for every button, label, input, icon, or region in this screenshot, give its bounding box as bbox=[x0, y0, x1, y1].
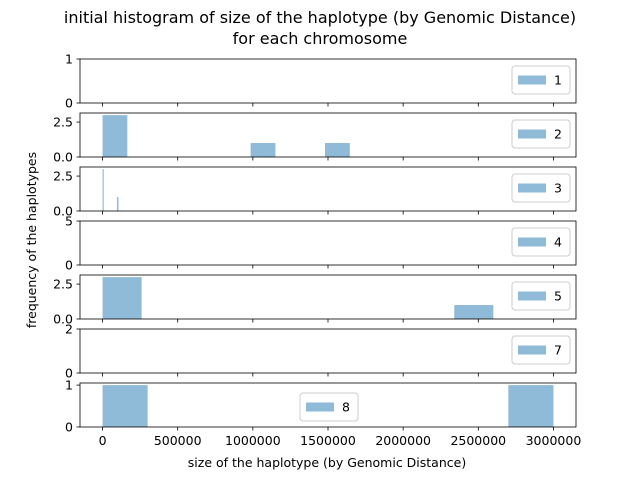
x-tick-label: 1500000 bbox=[300, 433, 356, 448]
y-tick-label: 2.5 bbox=[53, 169, 73, 184]
subplot-2: 0.0 2.5 2 bbox=[53, 112, 577, 165]
histogram-bar bbox=[508, 385, 554, 427]
subplot-5: 0.0 2.5 5 bbox=[53, 274, 577, 327]
x-tick-label: 1000000 bbox=[225, 433, 281, 448]
legend-swatch bbox=[518, 183, 546, 193]
histogram-bar bbox=[102, 115, 128, 157]
y-tick-label: 1 bbox=[65, 378, 73, 393]
legend-label: 5 bbox=[554, 289, 562, 304]
legend-swatch bbox=[518, 129, 546, 139]
y-tick-label: 0.0 bbox=[53, 204, 73, 219]
legend-swatch bbox=[518, 75, 546, 85]
subplot-7: 0 2 7 bbox=[65, 322, 577, 381]
y-tick-label: 0 bbox=[65, 366, 73, 381]
legend-label: 4 bbox=[554, 235, 562, 250]
x-axis-label: size of the haplotype (by Genomic Distan… bbox=[188, 455, 466, 470]
legend-label: 2 bbox=[554, 127, 562, 142]
y-tick-label: 0 bbox=[65, 420, 73, 435]
x-tick-label: 500000 bbox=[154, 433, 202, 448]
subplot-1: 0 1 1 bbox=[65, 52, 577, 111]
y-axis-label: frequency of the haplotypes bbox=[24, 152, 39, 328]
legend-swatch bbox=[306, 402, 334, 412]
legend-label: 7 bbox=[554, 343, 562, 358]
legend-label: 1 bbox=[554, 73, 562, 88]
y-tick-label: 5 bbox=[65, 214, 73, 229]
y-tick-label: 0 bbox=[65, 96, 73, 111]
y-tick-label: 1 bbox=[65, 52, 73, 67]
subplot-4: 0 5 4 bbox=[65, 214, 577, 273]
histogram-bar bbox=[116, 197, 119, 211]
legend-1: 1 bbox=[511, 65, 571, 95]
histogram-bar bbox=[102, 277, 142, 319]
legend-label: 3 bbox=[554, 181, 562, 196]
x-tick-label: 2000000 bbox=[375, 433, 431, 448]
y-tick-label: 2.5 bbox=[53, 277, 73, 292]
chart-title-line-1: initial histogram of size of the haploty… bbox=[64, 8, 576, 27]
legend-7: 7 bbox=[511, 335, 571, 365]
histogram-bar bbox=[324, 143, 350, 157]
legend-2: 2 bbox=[511, 119, 571, 149]
legend-8: 8 bbox=[299, 392, 359, 422]
subplot-3: 0.0 2.5 3 bbox=[53, 166, 577, 219]
histogram-bar bbox=[102, 169, 104, 211]
y-tick-label: 2 bbox=[65, 322, 73, 337]
y-tick-label: 2.5 bbox=[53, 115, 73, 130]
y-tick-label: 0 bbox=[65, 258, 73, 273]
legend-swatch bbox=[518, 237, 546, 247]
histogram-bar bbox=[102, 385, 148, 427]
x-tick-label: 2500000 bbox=[450, 433, 506, 448]
chart-title-line-2: for each chromosome bbox=[233, 29, 408, 48]
legend-swatch bbox=[518, 291, 546, 301]
legend-label: 8 bbox=[342, 400, 350, 415]
x-tick-label: 3000000 bbox=[526, 433, 582, 448]
histogram-bar bbox=[454, 305, 494, 319]
legend-3: 3 bbox=[511, 173, 571, 203]
y-tick-label: 0.0 bbox=[53, 150, 73, 165]
legend-5: 5 bbox=[511, 281, 571, 311]
histogram-bar bbox=[250, 143, 276, 157]
subplot-8: 0 1 8 bbox=[65, 378, 577, 435]
y-tick-label: 0.0 bbox=[53, 312, 73, 327]
legend-swatch bbox=[518, 345, 546, 355]
x-tick-label: 0 bbox=[99, 433, 107, 448]
legend-4: 4 bbox=[511, 227, 571, 257]
